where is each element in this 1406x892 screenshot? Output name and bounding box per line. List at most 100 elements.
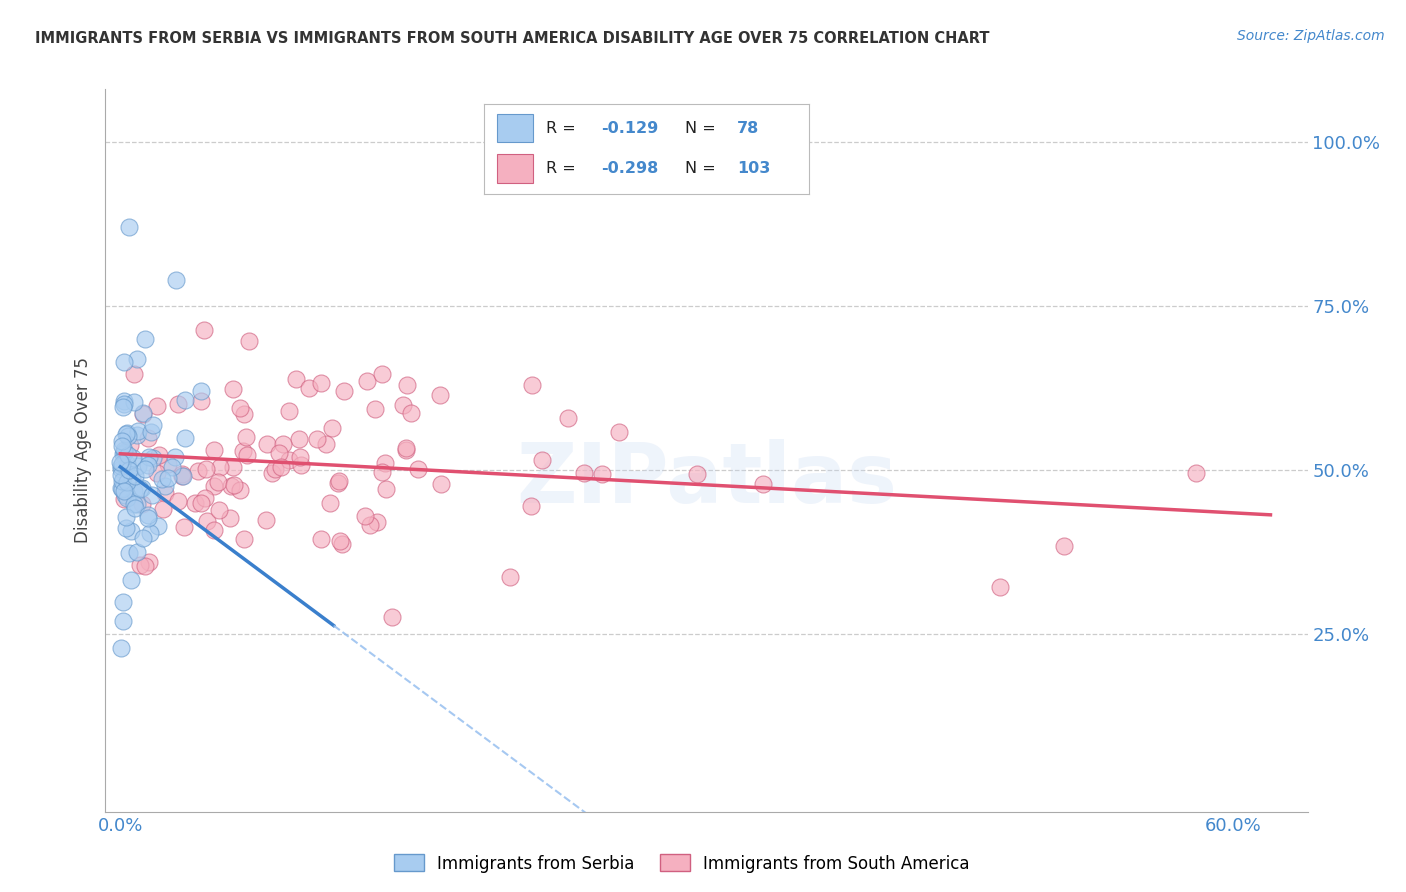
Point xyxy=(134,559,156,574)
Point xyxy=(153,486,176,500)
Point xyxy=(371,465,394,479)
Point xyxy=(195,514,218,528)
Point xyxy=(591,467,613,482)
Point xyxy=(359,517,381,532)
Y-axis label: Disability Age Over 75: Disability Age Over 75 xyxy=(75,358,93,543)
Point xyxy=(233,408,256,422)
Point xyxy=(298,381,321,395)
Point xyxy=(229,483,252,498)
Point xyxy=(184,495,207,509)
Text: IMMIGRANTS FROM SERBIA VS IMMIGRANTS FROM SOUTH AMERICA DISABILITY AGE OVER 75 C: IMMIGRANTS FROM SERBIA VS IMMIGRANTS FRO… xyxy=(35,31,990,46)
Point xyxy=(270,459,292,474)
Point xyxy=(222,382,245,396)
Point xyxy=(115,475,138,490)
Point xyxy=(165,273,187,287)
Point xyxy=(112,594,135,608)
Point xyxy=(208,502,231,516)
Point xyxy=(238,334,260,348)
Point xyxy=(118,546,141,560)
Point xyxy=(142,451,165,466)
Point xyxy=(118,220,141,235)
Point xyxy=(121,471,143,485)
Point xyxy=(290,458,312,472)
Point xyxy=(127,545,149,559)
Point xyxy=(112,355,135,369)
Point xyxy=(193,323,215,337)
Point xyxy=(356,374,378,388)
Point xyxy=(115,426,138,441)
Point xyxy=(190,393,212,408)
Point xyxy=(111,439,134,453)
Point xyxy=(120,574,142,588)
Point xyxy=(254,513,277,527)
Point xyxy=(429,388,451,402)
Point xyxy=(1185,467,1208,481)
Point xyxy=(202,479,225,493)
Point xyxy=(111,474,134,488)
Point xyxy=(273,436,295,450)
Point xyxy=(146,466,169,480)
Point xyxy=(112,492,135,507)
Point xyxy=(607,425,630,439)
Point xyxy=(236,448,259,462)
Point xyxy=(232,443,254,458)
Point xyxy=(364,402,387,417)
Point xyxy=(110,462,132,476)
Point xyxy=(136,431,159,445)
Point xyxy=(371,368,394,382)
Point xyxy=(127,428,149,442)
Point xyxy=(269,446,291,460)
Point xyxy=(112,484,135,499)
Point xyxy=(499,570,522,584)
Point xyxy=(170,468,193,483)
Point xyxy=(120,438,142,452)
Point xyxy=(112,614,135,628)
Point xyxy=(167,493,190,508)
Point xyxy=(530,453,553,467)
Point xyxy=(110,481,132,495)
Point xyxy=(264,462,287,476)
Point xyxy=(138,450,160,465)
Point xyxy=(305,432,328,446)
Point xyxy=(399,406,422,420)
Point xyxy=(157,457,180,471)
Point xyxy=(127,424,149,438)
Point xyxy=(112,394,135,409)
Point xyxy=(222,460,245,475)
Point xyxy=(139,525,162,540)
Point xyxy=(125,498,148,512)
Point xyxy=(122,450,145,465)
Point xyxy=(309,532,332,546)
Point xyxy=(381,609,404,624)
Point xyxy=(194,491,217,505)
Point xyxy=(112,400,135,414)
Point xyxy=(134,461,156,475)
Point xyxy=(686,467,709,481)
Point xyxy=(128,558,150,572)
Point xyxy=(235,430,257,444)
Point xyxy=(408,462,430,476)
Point xyxy=(136,508,159,522)
Point xyxy=(207,475,229,490)
Point xyxy=(222,478,245,492)
Point xyxy=(329,533,352,548)
Point xyxy=(392,398,415,412)
Point xyxy=(353,509,375,524)
Point xyxy=(172,467,194,481)
Point xyxy=(194,461,217,475)
Point xyxy=(117,448,139,462)
Legend: Immigrants from Serbia, Immigrants from South America: Immigrants from Serbia, Immigrants from … xyxy=(388,847,976,880)
Point xyxy=(122,395,145,409)
Point xyxy=(112,444,135,458)
Point xyxy=(110,459,132,474)
Point xyxy=(148,448,170,462)
Point xyxy=(124,501,146,516)
Point xyxy=(172,469,194,483)
Point xyxy=(187,464,209,478)
Point xyxy=(124,469,146,483)
Point xyxy=(134,332,156,346)
Point xyxy=(110,482,132,496)
Point xyxy=(110,455,132,469)
Point xyxy=(374,456,396,470)
Point xyxy=(152,501,174,516)
